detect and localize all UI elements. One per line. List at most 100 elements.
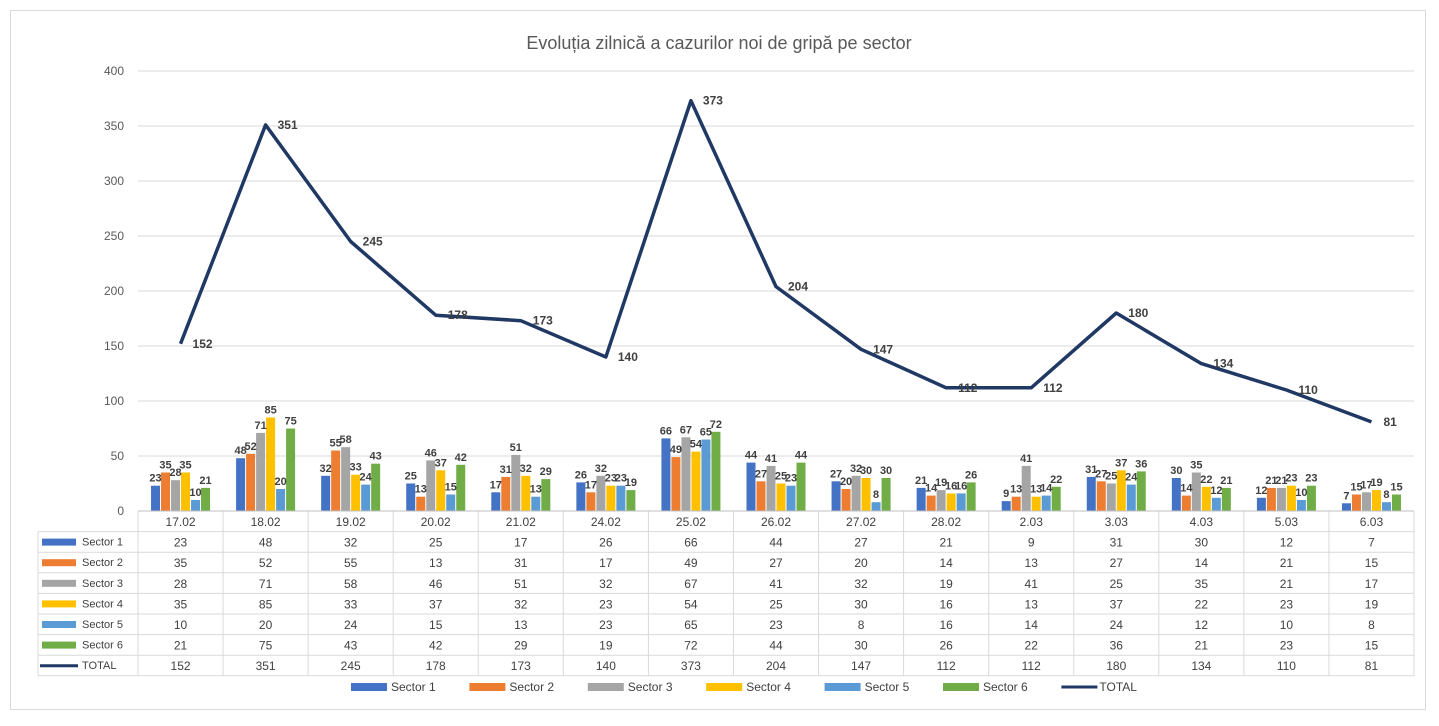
x-tick-label: 21.02 [506, 515, 536, 529]
bar-data-label: 65 [700, 427, 712, 439]
total-data-label: 134 [1213, 357, 1233, 371]
bar-sector-4 [1031, 496, 1041, 511]
bar-sector-5 [701, 439, 711, 511]
table-cell: 20 [854, 556, 868, 570]
bar-sector-3 [766, 465, 776, 511]
table-cell: 67 [684, 577, 698, 591]
table-cell: 10 [1280, 618, 1294, 632]
total-data-label: 112 [1043, 381, 1063, 395]
y-tick-label: 0 [117, 504, 124, 518]
bar-data-label: 8 [873, 489, 879, 501]
bar-sector-1 [746, 462, 756, 511]
bar-data-label: 52 [244, 441, 256, 453]
bar-sector-6 [1221, 487, 1231, 511]
bar-data-label: 41 [1020, 453, 1032, 465]
bar-data-label: 23 [1285, 473, 1297, 485]
table-cell: 16 [939, 618, 953, 632]
table-row-label: Sector 2 [82, 557, 123, 569]
table-cell: 58 [344, 577, 358, 591]
bar-sector-6 [371, 463, 381, 511]
bar-data-label: 21 [1220, 475, 1232, 487]
bar-data-label: 8 [1383, 489, 1389, 501]
x-tick-label: 18.02 [251, 515, 281, 529]
table-cell: 26 [939, 639, 953, 653]
table-cell: 32 [514, 597, 528, 611]
table-legend-key [42, 641, 76, 649]
bar-data-label: 14 [925, 483, 938, 495]
legend-label: Sector 1 [391, 680, 436, 694]
bar-data-label: 21 [199, 475, 211, 487]
table-cell: 31 [514, 556, 528, 570]
bar-data-label: 27 [1095, 468, 1107, 480]
bar-data-label: 24 [1125, 472, 1138, 484]
x-tick-label: 26.02 [761, 515, 791, 529]
table-cell: 44 [769, 639, 783, 653]
bar-data-label: 13 [1030, 484, 1042, 496]
bar-data-label: 21 [1275, 475, 1287, 487]
bar-data-label: 42 [455, 452, 467, 464]
legend-label: Sector 3 [628, 680, 673, 694]
table-cell: 32 [854, 577, 868, 591]
bar-data-label: 21 [1265, 475, 1277, 487]
bar-sector-2 [331, 450, 341, 511]
bar-sector-2 [246, 453, 256, 511]
table-cell: 20 [259, 618, 273, 632]
table-cell: 140 [596, 659, 616, 673]
bar-data-label: 43 [370, 451, 382, 463]
bar-sector-4 [436, 470, 446, 511]
x-tick-label: 2.03 [1020, 515, 1044, 529]
table-cell: 19 [939, 577, 953, 591]
table-cell: 23 [599, 618, 613, 632]
table-cell: 180 [1106, 659, 1126, 673]
bar-data-label: 27 [755, 468, 767, 480]
bar-sector-5 [616, 485, 626, 511]
bar-data-label: 17 [585, 479, 597, 491]
bar-sector-1 [661, 438, 671, 511]
table-cell: 49 [684, 556, 698, 570]
legend-label: Sector 5 [865, 680, 910, 694]
bar-data-label: 19 [935, 477, 947, 489]
table-cell: 204 [766, 659, 786, 673]
bar-sector-1 [491, 492, 501, 511]
table-cell: 14 [1195, 556, 1209, 570]
bar-data-label: 67 [680, 424, 692, 436]
bar-data-label: 75 [284, 416, 296, 428]
total-data-label: 140 [618, 350, 638, 364]
table-legend-key [42, 621, 76, 628]
bar-data-label: 31 [1085, 464, 1097, 476]
total-data-label: 373 [703, 94, 723, 108]
y-tick-label: 250 [104, 229, 124, 243]
total-data-label: 152 [193, 337, 213, 351]
bar-sector-2 [161, 472, 171, 511]
bar-data-label: 54 [690, 439, 703, 451]
legend: Sector 1 Sector 2 Sector 3 Sector 4 Sector 5… [351, 680, 1137, 694]
bar-data-label: 23 [785, 473, 797, 485]
table-cell: 8 [1368, 618, 1375, 632]
table-cell: 110 [1277, 659, 1296, 673]
legend-label: TOTAL [1099, 680, 1137, 694]
bar-sector-1 [1001, 501, 1011, 511]
bar-data-label: 66 [660, 425, 672, 437]
bar-sector-4 [181, 472, 191, 511]
bar-sector-3 [426, 460, 436, 511]
bar-sector-4 [521, 475, 531, 511]
table-cell: 33 [344, 597, 358, 611]
table-cell: 35 [1195, 577, 1209, 591]
bar-sector-4 [861, 478, 871, 511]
bar-data-label: 24 [360, 472, 373, 484]
bar-sector-5 [1211, 497, 1221, 511]
table-cell: 17 [599, 556, 613, 570]
total-data-label: 110 [1298, 383, 1318, 397]
table-cell: 36 [1110, 639, 1124, 653]
bar-sector-6 [201, 487, 211, 511]
legend-label: Sector 4 [746, 680, 791, 694]
bar-data-label: 23 [1305, 473, 1317, 485]
bar-data-label: 85 [264, 405, 276, 417]
table-cell: 37 [1110, 597, 1124, 611]
bar-sector-5 [446, 494, 456, 511]
table-cell: 23 [174, 536, 188, 550]
table-cell: 15 [429, 618, 443, 632]
bar-sector-2 [1266, 487, 1276, 511]
table-cell: 35 [174, 556, 188, 570]
